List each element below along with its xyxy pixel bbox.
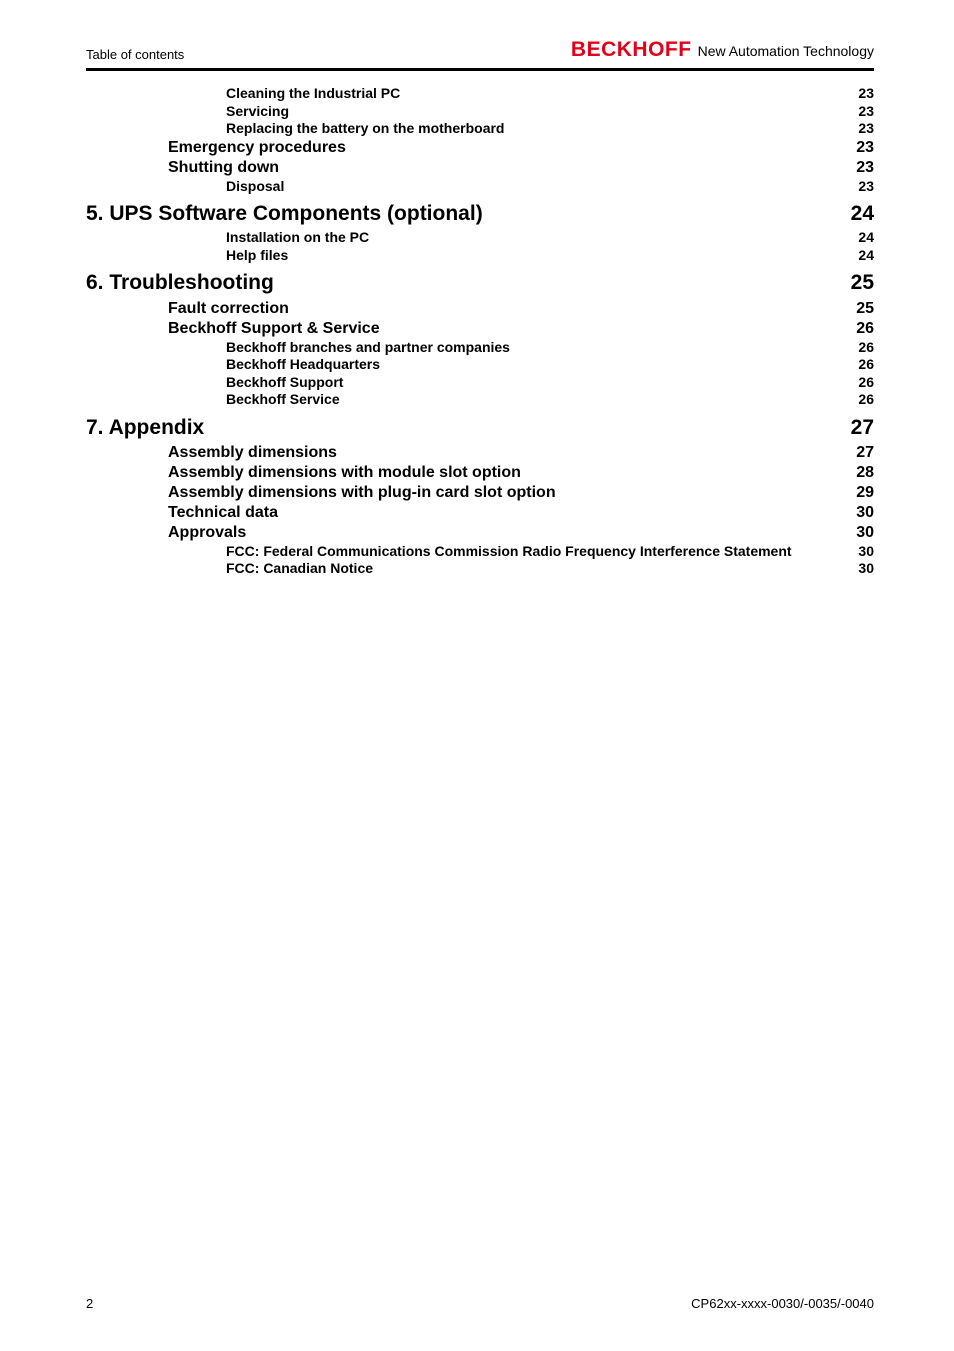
toc-label: Technical data: [168, 503, 278, 523]
toc-row: Installation on the PC 24: [86, 229, 874, 247]
toc-page-number: 29: [856, 483, 874, 503]
toc-page-number: 30: [856, 523, 874, 543]
toc-label: Servicing: [226, 103, 289, 121]
footer-page-number: 2: [86, 1296, 93, 1311]
toc-label: Beckhoff branches and partner companies: [226, 339, 510, 357]
toc-page-number: 26: [858, 391, 874, 409]
toc-label: Installation on the PC: [226, 229, 369, 247]
toc-page-number: 23: [858, 120, 874, 138]
toc-page-number: 23: [858, 103, 874, 121]
toc-row: 7. Appendix 27: [86, 415, 874, 441]
toc-label: Assembly dimensions with module slot opt…: [168, 463, 521, 483]
toc-row: 5. UPS Software Components (optional) 24: [86, 201, 874, 227]
brand-tagline: New Automation Technology: [698, 43, 874, 59]
toc-page-number: 30: [856, 503, 874, 523]
toc-row: Emergency procedures 23: [86, 138, 874, 158]
toc-page-number: 25: [856, 299, 874, 319]
toc-row: Approvals 30: [86, 523, 874, 543]
toc-row: Assembly dimensions with plug-in card sl…: [86, 483, 874, 503]
toc-label: Assembly dimensions: [168, 443, 337, 463]
toc-page-number: 26: [858, 356, 874, 374]
toc-label: Approvals: [168, 523, 246, 543]
toc-page-number: 24: [858, 247, 874, 265]
toc-row: Servicing 23: [86, 103, 874, 121]
toc-label: Help files: [226, 247, 288, 265]
toc-label: Beckhoff Headquarters: [226, 356, 380, 374]
toc-page-number: 26: [858, 374, 874, 392]
toc-row: Assembly dimensions with module slot opt…: [86, 463, 874, 483]
toc-page-number: 25: [851, 270, 874, 296]
toc-label: Emergency procedures: [168, 138, 346, 158]
toc-row: Cleaning the Industrial PC 23: [86, 85, 874, 103]
page-footer: 2 CP62xx-xxxx-0030/-0035/-0040: [86, 1276, 874, 1311]
toc-row: Beckhoff Support 26: [86, 374, 874, 392]
toc-label: Beckhoff Service: [226, 391, 340, 409]
toc-label: FCC: Federal Communications Commission R…: [226, 543, 792, 561]
toc-page-number: 30: [858, 543, 874, 561]
toc-page-number: 24: [858, 229, 874, 247]
toc-page-number: 26: [858, 339, 874, 357]
table-of-contents: Cleaning the Industrial PC23Servicing23R…: [86, 85, 874, 578]
toc-row: FCC: Federal Communications Commission R…: [86, 543, 874, 561]
toc-label: Replacing the battery on the motherboard: [226, 120, 504, 138]
toc-page-number: 23: [858, 85, 874, 103]
toc-row: Beckhoff Headquarters 26: [86, 356, 874, 374]
toc-page-number: 23: [858, 178, 874, 196]
toc-row: Beckhoff branches and partner companies 2…: [86, 339, 874, 357]
toc-page-number: 26: [856, 319, 874, 339]
toc-label: 7. Appendix: [86, 415, 204, 441]
footer-doc-id: CP62xx-xxxx-0030/-0035/-0040: [691, 1296, 874, 1311]
brand-logo: BECKHOFF: [571, 38, 692, 62]
toc-page-number: 23: [856, 158, 874, 178]
toc-page-number: 28: [856, 463, 874, 483]
toc-page-number: 27: [851, 415, 874, 441]
toc-label: Beckhoff Support & Service: [168, 319, 380, 339]
toc-row: Assembly dimensions 27: [86, 443, 874, 463]
page-header: Table of contents BECKHOFF New Automatio…: [86, 38, 874, 66]
toc-row: FCC: Canadian Notice 30: [86, 560, 874, 578]
header-rule: [86, 68, 874, 71]
toc-row: Help files 24: [86, 247, 874, 265]
header-left: Table of contents: [86, 47, 184, 62]
toc-label: Beckhoff Support: [226, 374, 343, 392]
toc-row: Shutting down 23: [86, 158, 874, 178]
toc-row: Replacing the battery on the motherboard…: [86, 120, 874, 138]
toc-row: Fault correction 25: [86, 299, 874, 319]
toc-row: Disposal 23: [86, 178, 874, 196]
header-right: BECKHOFF New Automation Technology: [571, 38, 874, 62]
toc-label: Shutting down: [168, 158, 279, 178]
toc-page-number: 23: [856, 138, 874, 158]
toc-page-number: 27: [856, 443, 874, 463]
toc-row: Technical data 30: [86, 503, 874, 523]
toc-label: 6. Troubleshooting: [86, 270, 274, 296]
toc-label: Fault correction: [168, 299, 289, 319]
toc-row: 6. Troubleshooting 25: [86, 270, 874, 296]
toc-label: Cleaning the Industrial PC: [226, 85, 400, 103]
toc-label: FCC: Canadian Notice: [226, 560, 373, 578]
toc-page-number: 24: [851, 201, 874, 227]
toc-label: 5. UPS Software Components (optional): [86, 201, 483, 227]
toc-page-number: 30: [858, 560, 874, 578]
toc-label: Assembly dimensions with plug-in card sl…: [168, 483, 556, 503]
toc-row: Beckhoff Service 26: [86, 391, 874, 409]
toc-row: Beckhoff Support & Service 26: [86, 319, 874, 339]
toc-label: Disposal: [226, 178, 284, 196]
